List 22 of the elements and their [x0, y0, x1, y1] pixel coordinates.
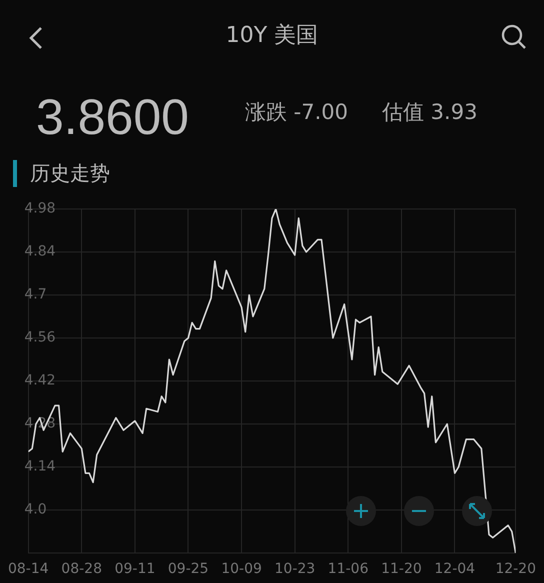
x-tick-label: 11-20	[381, 561, 422, 578]
x-tick-label: 10-09	[221, 561, 262, 578]
x-tick-label: 09-25	[168, 561, 209, 578]
x-tick-label: 11-06	[328, 561, 369, 578]
y-tick-label: 4.56	[24, 330, 56, 346]
text: 估值 3.93	[382, 99, 478, 126]
x-tick-label: 10-23	[274, 561, 316, 578]
y-tick-label: 4.7	[24, 286, 47, 303]
x-tick-label: 08-28	[61, 561, 102, 578]
x-tick-label: 09-11	[114, 561, 156, 578]
x-tick-label: 08-14	[8, 561, 49, 578]
text: 3.8600	[36, 88, 189, 146]
chart-title: 10Y 美国	[224, 22, 320, 50]
y-tick-label: 4.84	[24, 244, 56, 260]
text: 涨跌 -7.00	[245, 99, 348, 126]
y-tick-label: 4.42	[24, 372, 56, 389]
text: 历史走势	[30, 160, 110, 187]
y-tick-label: 4.98	[24, 200, 56, 217]
x-tick-label: 12-20	[495, 561, 536, 578]
x-tick-label: 12-04	[434, 561, 476, 578]
y-tick-label: 4.0	[24, 502, 47, 518]
y-tick-label: 4.14	[24, 458, 56, 475]
